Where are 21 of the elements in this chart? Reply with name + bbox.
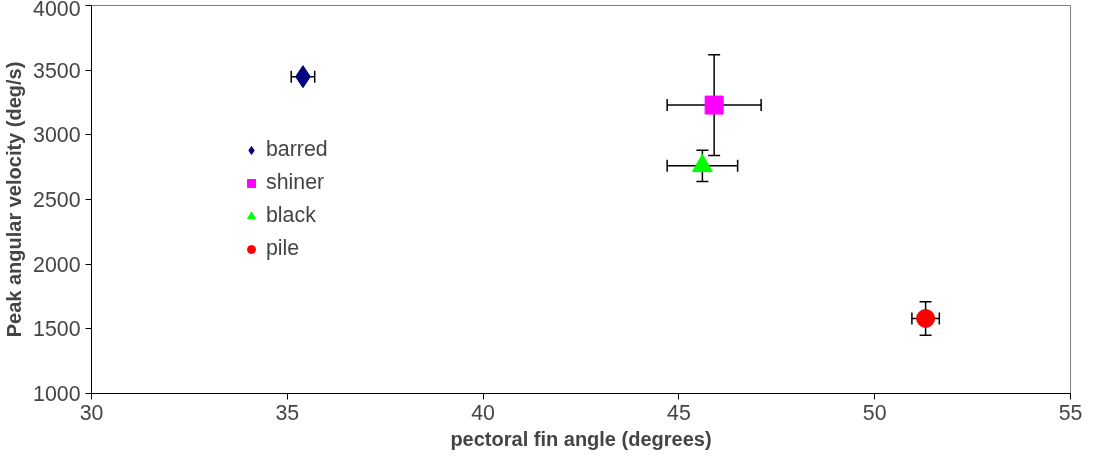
point	[916, 309, 936, 328]
legend-label: shiner	[266, 170, 325, 195]
y-tick-label: 3000	[33, 123, 81, 148]
y-tick-label: 2500	[33, 188, 81, 212]
x-tick-label: 40	[471, 400, 496, 425]
legend-label: barred	[266, 137, 328, 162]
x-tick-label: 35	[275, 400, 300, 425]
x-tick-label: 55	[1058, 400, 1083, 425]
y-tick-label: 2000	[33, 252, 81, 277]
x-axis-title: pectoral fin angle (degrees)	[450, 427, 712, 450]
x-tick-label: 30	[79, 400, 104, 425]
y-tick-label: 1500	[33, 317, 81, 342]
point	[704, 95, 724, 115]
legend-label: pile	[266, 236, 300, 261]
x-tick-label: 45	[667, 400, 691, 425]
x-tick-label: 50	[862, 400, 887, 425]
y-tick-label: 4000	[33, 0, 81, 21]
y-axis-title: Peak angular velocity (deg/s)	[3, 61, 26, 338]
y-tick-label: 3500	[33, 58, 81, 83]
legend-label: black	[266, 203, 316, 228]
y-tick-label: 1000	[33, 382, 81, 406]
